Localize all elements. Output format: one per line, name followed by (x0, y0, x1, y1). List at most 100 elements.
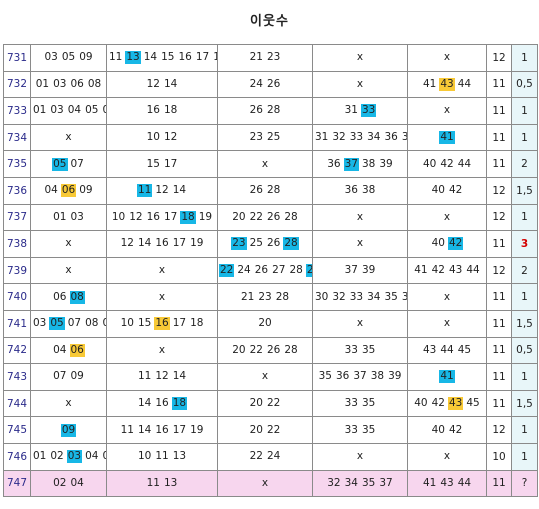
number-token: 11 (137, 370, 152, 383)
number-token: 12 (129, 210, 143, 223)
number-token: 17 (164, 157, 178, 170)
number-group-cell-5: 40 42 (407, 176, 487, 205)
count-cell: 12 (486, 44, 512, 72)
number-token: 18 (190, 317, 204, 330)
table-row: 742 04 06 x 20 22 26 28 33 35 43 44 45 11 0,5 (3, 336, 538, 365)
draw-number-cell: 745 (3, 416, 31, 444)
highlighted-number: 09 (60, 423, 77, 437)
count-cell: 12 (486, 203, 512, 232)
number-group-cell-2: 10 12 16 17 18 19 (106, 203, 218, 232)
number-token: 19 (190, 423, 204, 436)
number-group-cell-1: 01 03 (30, 203, 107, 232)
table-row: 7330103040506161826283133x111 (3, 97, 538, 125)
number-token: 40 (431, 237, 445, 250)
draw-number-cell: 734 (3, 123, 31, 152)
number-token: 07 (53, 370, 67, 383)
number-token: 03 (53, 77, 67, 90)
number-token: 42 (440, 157, 454, 170)
count-cell: 11 (486, 283, 512, 311)
number-token: 10 (120, 317, 134, 330)
number-token: 23 (267, 51, 281, 64)
highlighted-number: 13 (125, 51, 141, 65)
number-group-cell-2: 14 16 18 (106, 389, 218, 418)
number-token: 23 (249, 131, 263, 144)
number-group-cell-2: 10 12 (106, 123, 218, 152)
number-token: 15 (137, 317, 152, 330)
number-group-cell-1: 04 06 (30, 336, 107, 365)
number-token: 44 (457, 476, 472, 489)
number-token: 10 (146, 131, 160, 144)
number-group-cell-1: 0102030408 (30, 442, 107, 471)
table-row: 737 01 03 10 12 16 17 18 19 20 22 26 28 x x 12 1 (3, 203, 538, 232)
number-group-cell-3: 222426272829 (217, 256, 313, 285)
highlighted-number: 43 (439, 77, 455, 91)
number-token: 12 (155, 184, 169, 197)
number-token: 11 (109, 51, 123, 64)
number-group-cell-1: 05 07 (30, 150, 107, 178)
number-token: 31 (344, 104, 358, 117)
number-group-cell-3: 26 28 (217, 176, 313, 205)
number-group-cell-1: 0103040506 (30, 97, 107, 125)
number-group-cell-5: x (407, 442, 487, 471)
number-token: 09 (102, 317, 106, 330)
number-group-cell-3: 21 23 (217, 44, 313, 72)
number-group-cell-3: x (217, 469, 313, 498)
number-token: x (158, 264, 166, 277)
number-token: 14 (164, 77, 178, 90)
number-token: 10 (111, 210, 126, 223)
number-token: 21 (249, 51, 263, 64)
number-token: 13 (172, 450, 187, 463)
number-token: x (261, 370, 269, 383)
number-token: 24 (267, 450, 281, 463)
score-cell: 1 (511, 363, 538, 391)
number-token: 25 (267, 131, 281, 144)
number-token: x (356, 210, 364, 223)
number-token: 40 (431, 184, 445, 197)
number-group-cell-3: 21 23 28 (217, 283, 313, 311)
number-group-cell-4: x (312, 442, 408, 471)
number-token: 16 (155, 397, 169, 410)
number-token: 43 (449, 264, 463, 277)
number-group-cell-3: 23 25 26 28 (217, 230, 313, 258)
number-token: 04 (70, 476, 84, 489)
neighbor-number-table: 731030509111314151617192123xx12173201030… (3, 44, 538, 498)
number-token: 26 (254, 264, 269, 277)
number-group-cell-2: 11 14 16 17 19 (106, 416, 218, 444)
number-token: 14 (172, 184, 187, 197)
score-cell: 0,5 (511, 70, 538, 99)
number-group-cell-5: 43 44 45 (407, 336, 487, 365)
table-row: 732 01 03 06 08 12 14 24 26 x 41 43 44 11 0,5 (3, 70, 538, 99)
number-token: 35 (384, 290, 398, 303)
score-cell: 0,5 (511, 336, 538, 365)
number-token: 09 (70, 370, 84, 383)
number-token: 15 (146, 157, 160, 170)
number-token: 11 (120, 423, 134, 436)
number-token: 39 (401, 131, 407, 144)
number-token: 19 (198, 210, 213, 223)
number-group-cell-1: 02 04 (30, 469, 107, 498)
table-row: 745 09 11 14 16 17 19 20 22 33 35 40 42 12 1 (3, 416, 538, 444)
number-token: 37 (353, 370, 367, 383)
number-group-cell-4: 303233343536 (312, 283, 408, 311)
number-group-cell-2: 15 17 (106, 150, 218, 178)
count-cell: 11 (486, 363, 512, 391)
number-token: 05 (61, 51, 76, 64)
highlighted-number: 08 (69, 290, 85, 304)
table-row: 7410305070809101516171820xx111,5 (3, 309, 538, 338)
number-group-cell-4: 313233343639 (312, 123, 408, 152)
number-token: 42 (431, 264, 445, 277)
score-cell: 3 (511, 230, 538, 258)
score-cell: 1,5 (511, 176, 538, 205)
count-cell: 11 (486, 230, 512, 258)
number-token: 18 (164, 104, 178, 117)
number-token: x (65, 264, 72, 277)
number-token: 14 (143, 51, 158, 64)
number-group-cell-4: 32 34 35 37 (312, 469, 408, 498)
number-token: 41 (414, 264, 428, 277)
highlighted-number: 43 (448, 397, 464, 411)
number-token: 06 (53, 290, 67, 303)
draw-number-cell: 737 (3, 203, 31, 232)
number-token: 23 (258, 290, 272, 303)
highlighted-number: 37 (343, 157, 359, 171)
count-cell: 12 (486, 416, 512, 444)
